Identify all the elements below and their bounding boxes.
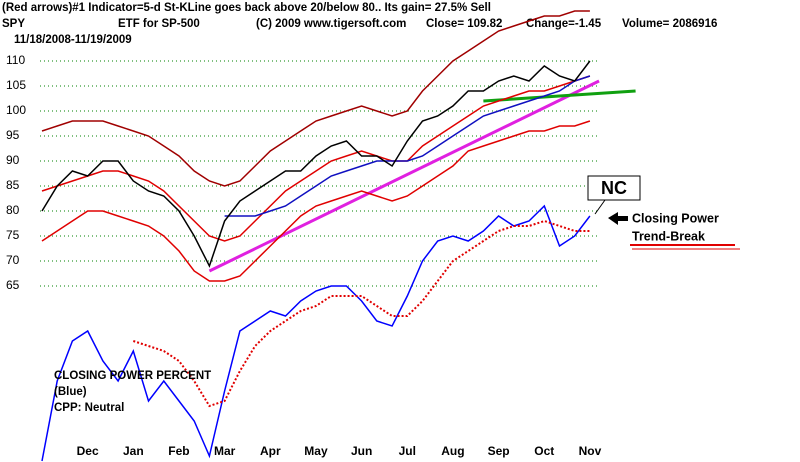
trendline	[208, 79, 600, 273]
series-line	[224, 75, 591, 217]
series-line	[41, 120, 591, 282]
x-tick-label: Sep	[488, 444, 510, 458]
y-tick-label: 90	[6, 153, 20, 167]
copyright: (C) 2009 www.tigersoft.com	[256, 18, 406, 30]
nc-label: NC	[601, 178, 627, 198]
series-line	[41, 10, 590, 187]
date-range: 11/18/2008-11/19/2009	[14, 34, 132, 46]
series-line	[41, 75, 591, 242]
close: Close= 109.82	[426, 18, 502, 30]
y-tick-label: 110	[6, 53, 25, 67]
y-tick-label: 65	[6, 278, 20, 292]
series-line	[132, 219, 590, 408]
y-tick-label: 100	[6, 103, 26, 117]
series-line	[41, 60, 591, 268]
y-tick-label: 70	[6, 253, 20, 267]
x-tick-label: May	[304, 444, 328, 458]
y-tick-label: 95	[6, 128, 20, 142]
x-tick-label: Jun	[351, 444, 372, 458]
y-tick-label: 80	[6, 203, 20, 217]
trend-break-label: Trend-Break	[632, 229, 705, 243]
y-tick-label: 75	[6, 228, 20, 242]
plot: 65 70 75 80 85 90 95 100 105 110 Dec Jan Feb Mar Apr Ma…	[6, 10, 636, 462]
y-tick-label: 105	[6, 78, 26, 92]
x-tick-label: Feb	[168, 444, 189, 458]
x-tick-label: Mar	[214, 444, 236, 458]
x-tick-label: Jan	[123, 444, 144, 458]
x-tick-label: Apr	[260, 444, 281, 458]
x-tick-label: Jul	[399, 444, 416, 458]
closing-power-label: Closing Power	[632, 211, 719, 225]
x-tick-label: Aug	[441, 444, 464, 458]
volume: Volume= 2086916	[622, 18, 717, 30]
nc-pointer	[594, 199, 606, 215]
x-tick-label: Nov	[579, 444, 602, 458]
symbol: SPY	[2, 18, 25, 30]
series-line	[41, 204, 591, 462]
x-tick-label: Oct	[534, 444, 554, 458]
arrow-icon	[608, 212, 628, 225]
chart-title: (Red arrows)#1 Indicator=5-d St-KLine go…	[2, 2, 491, 14]
cpp-blue: (Blue)	[54, 386, 87, 398]
change: Change=-1.45	[526, 18, 602, 30]
nc-box	[587, 175, 641, 201]
cpp-title: CLOSING POWER PERCENT	[54, 370, 211, 382]
trendline	[483, 89, 636, 103]
x-tick-label: Dec	[77, 444, 99, 458]
y-tick-label: 85	[6, 178, 20, 192]
subtitle: ETF for SP-500	[118, 18, 200, 30]
cpp-status: CPP: Neutral	[54, 402, 124, 414]
